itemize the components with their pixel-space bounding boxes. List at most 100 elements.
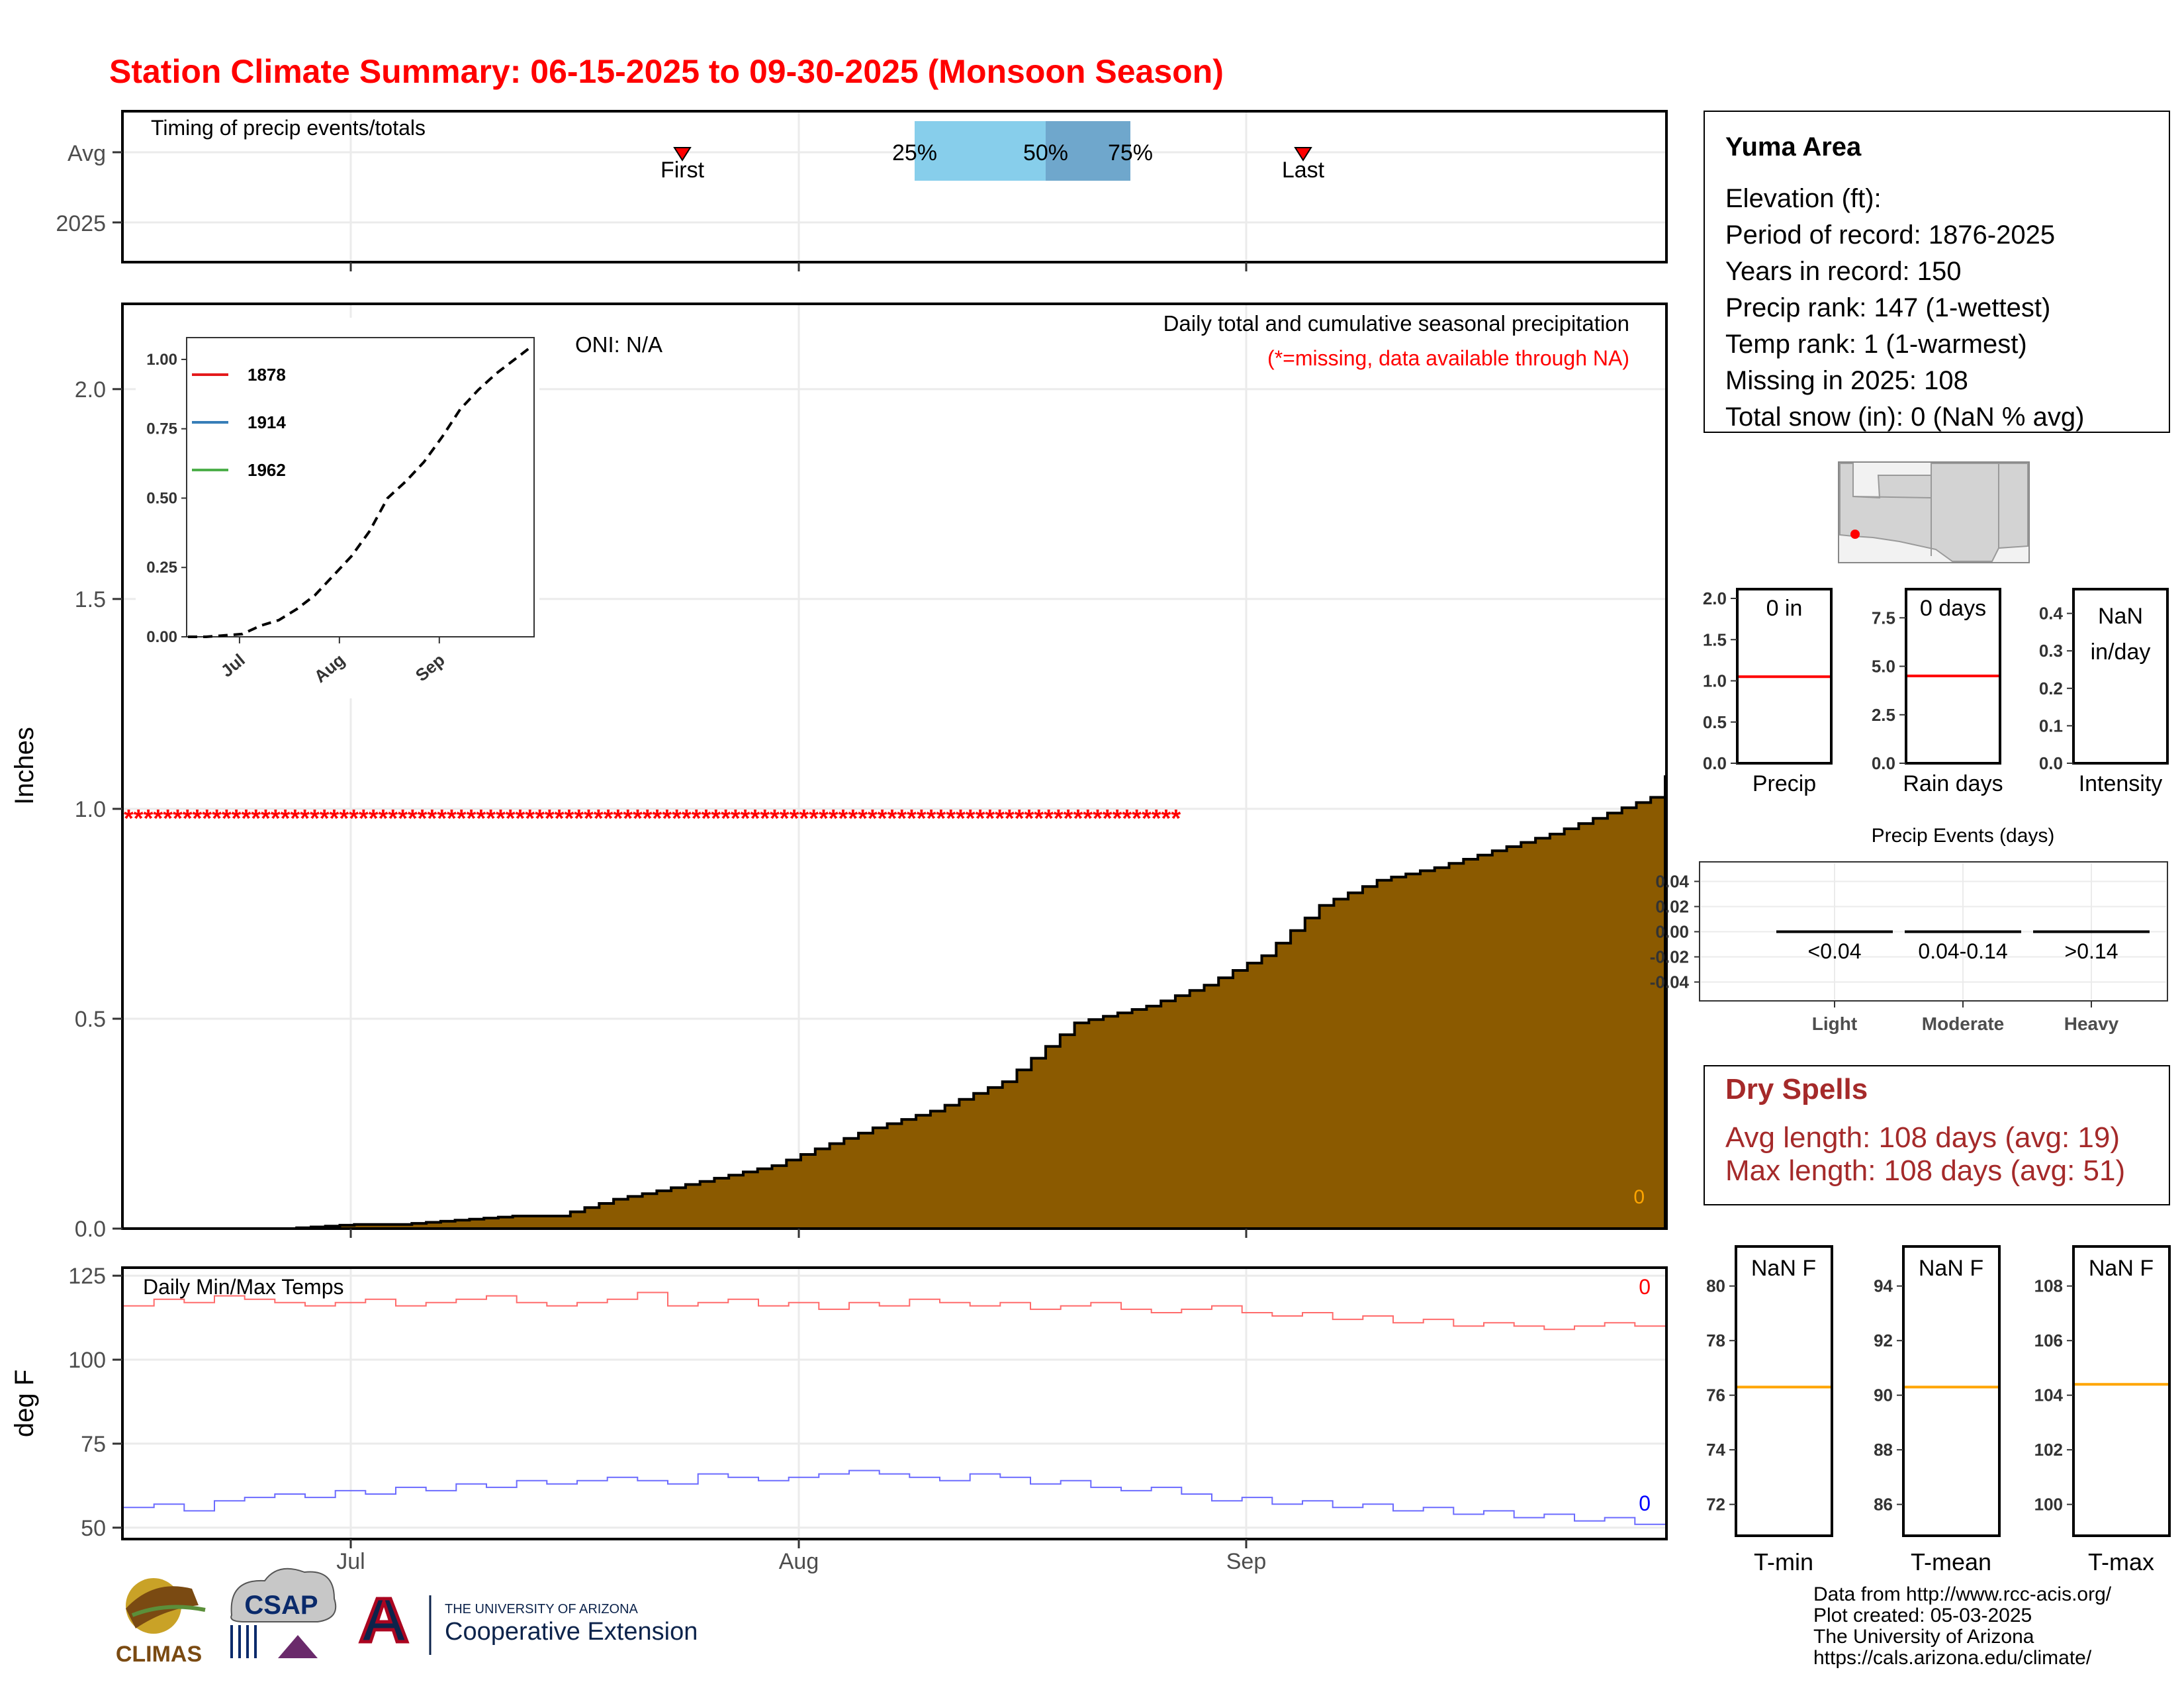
tmin-bar-y-axis: 80 78 76 74 72 [1706, 1276, 1736, 1515]
dry-spells-title: Dry Spells [1725, 1073, 1868, 1105]
analog-inset-chart: 0.000.250.500.751.00 Jul Aug Sep 187819141… [136, 318, 539, 698]
station-location: Yuma Area [1725, 132, 1862, 162]
csap-logo: CSAP [230, 1568, 337, 1658]
legend-label-1914: 1914 [248, 412, 286, 432]
temp-ytick-label: 125 [68, 1264, 106, 1289]
intensity-bar-tick-label: 0.1 [2039, 716, 2063, 735]
precip-ytick-label: 2.0 [75, 377, 106, 402]
tmin-bar-value: NaN F [1751, 1256, 1816, 1281]
info-precip-rank: Precip rank: 147 (1-wettest) [1725, 293, 2050, 322]
temp-bar-tick-label: 102 [2034, 1440, 2063, 1460]
dry-spells-avg: Avg length: 108 days (avg: 19) [1725, 1121, 2120, 1154]
intensity-bar-tick-label: 0.3 [2039, 641, 2063, 661]
rain-days-bar-tick-label: 2.5 [1872, 705, 1895, 725]
mini-bar-precip: 2.0 1.5 1.0 0.5 0.0 0 in Precip [1703, 588, 1833, 796]
precip-events-title: Precip Events (days) [1872, 825, 2055, 847]
precip-subtitle: Daily total and cumulative seasonal prec… [1163, 311, 1629, 336]
precip-events-bars: <0.04 Light 0.04-0.14 Moderate >0.14 Heavy [1776, 930, 2150, 1034]
temp-bar-tick-label: 106 [2034, 1331, 2063, 1350]
temp-ylabel: deg F [10, 1370, 39, 1437]
tmean-bar-y-axis: 94 92 90 88 86 [1874, 1276, 1903, 1515]
oni-text: ONI: N/A [575, 332, 662, 357]
intensity-bar-tick-label: 0.0 [2039, 753, 2063, 773]
temp-ytick-label: 50 [81, 1516, 106, 1541]
temp-bar-tick-label: 94 [1874, 1276, 1893, 1296]
station-info-box: Yuma Area Elevation (ft): Period of reco… [1704, 111, 2170, 433]
precip-events-ytick-label: 0.02 [1655, 897, 1689, 917]
intensity-bar-unit: in/day [2091, 639, 2151, 665]
inset-average-line [188, 344, 534, 638]
tmin-bar-label: T-min [1754, 1548, 1813, 1575]
climas-logo-text: CLIMAS [116, 1642, 202, 1667]
tmax-bar-label: T-max [2088, 1548, 2154, 1575]
tmax-line [124, 1291, 1665, 1331]
row-label-2025: 2025 [56, 211, 106, 236]
tmax-bar-value: NaN F [2089, 1256, 2154, 1281]
climas-logo: CLIMAS [116, 1578, 206, 1667]
temp-bar-tick-label: 86 [1874, 1495, 1893, 1515]
footer-credits: Data from http://www.rcc-acis.org/ Plot … [1813, 1583, 2112, 1669]
iqr-lower-box [915, 121, 1046, 181]
inset-ytick-label: 0.25 [146, 559, 177, 577]
temp-bar-tick-label: 100 [2034, 1495, 2063, 1515]
rain-days-bar-tick-label: 0.0 [1872, 753, 1895, 773]
location-map [1838, 461, 2030, 563]
temp-ytick-label: 100 [68, 1348, 106, 1373]
precip-bar-label: Precip [1752, 771, 1816, 796]
precip-ytick-label: 1.0 [75, 797, 106, 822]
iqr-upper-box [1046, 121, 1130, 181]
x-tick-jul: Jul [336, 1549, 365, 1574]
station-location-dot [1850, 530, 1860, 539]
last-marker [1294, 147, 1312, 162]
legend-label-1878: 1878 [248, 365, 286, 385]
precip-events-range-moderate: 0.04-0.14 [1918, 939, 2007, 963]
temp-bar-tmax: 108 106 104 102 100 NaN F T-max [2034, 1245, 2171, 1575]
temp-bar-tick-label: 88 [1874, 1440, 1893, 1460]
info-snow: Total snow (in): 0 (NaN % avg) [1725, 402, 2084, 432]
precip-events-ytick-label: 0.00 [1655, 922, 1689, 942]
footer-line-3: The University of Arizona [1813, 1626, 2034, 1648]
timing-panel: 25% 50% 75% First Last Timing of precip … [56, 110, 1668, 271]
precip-bar-tick-label: 0.0 [1703, 753, 1727, 773]
info-elevation: Elevation (ft): [1725, 184, 1882, 213]
inset-ytick-label: 0.75 [146, 420, 177, 438]
first-marker [673, 147, 692, 162]
precip-ytick-label: 0.5 [75, 1007, 106, 1032]
temp-bar-tick-label: 108 [2034, 1276, 2063, 1296]
rain-days-bar-tick-label: 7.5 [1872, 608, 1895, 628]
precip-ylabel: Inches [10, 727, 39, 805]
precip-events-ytick-label: 0.04 [1655, 872, 1689, 892]
q25-label: 25% [892, 140, 937, 165]
footer-line-2: Plot created: 05-03-2025 [1813, 1605, 2032, 1626]
mini-bar-intensity: 0.4 0.3 0.2 0.1 0.0 NaN in/day Intensity [2039, 588, 2169, 796]
info-years: Years in record: 150 [1725, 257, 1962, 286]
csap-logo-text: CSAP [244, 1591, 318, 1620]
missing-data-markers: ****************************************… [124, 805, 1181, 833]
precip-count-label: 0 [1633, 1186, 1645, 1208]
temp-bar-tick-label: 74 [1706, 1440, 1725, 1460]
precip-events-category-light: Light [1812, 1013, 1857, 1034]
precip-bar-tick-label: 2.0 [1703, 588, 1727, 608]
intensity-bar-tick-label: 0.4 [2039, 604, 2064, 624]
inset-ytick-label: 0.00 [146, 628, 177, 646]
precip-bar-tick-label: 0.5 [1703, 712, 1727, 732]
temp-bar-tmin: 80 78 76 74 72 NaN F T-min [1706, 1245, 1833, 1575]
ua-logo-bottom-text: Cooperative Extension [445, 1618, 698, 1646]
temp-panel-label: Daily Min/Max Temps [143, 1275, 343, 1299]
intensity-bar-label: Intensity [2079, 771, 2163, 796]
precip-events-chart: Precip Events (days) 0.04 0.02 0.00 -0.02 -0… [1650, 825, 2168, 1034]
precip-bar-y-axis: 2.0 1.5 1.0 0.5 0.0 [1703, 588, 1737, 773]
inset-ytick-label: 0.50 [146, 489, 177, 507]
temp-bar-tick-label: 104 [2034, 1385, 2064, 1405]
legend-label-1962: 1962 [248, 460, 286, 480]
timing-panel-label: Timing of precip events/totals [151, 116, 426, 140]
x-tick-sep: Sep [1226, 1549, 1267, 1574]
tmean-bar-value: NaN F [1919, 1256, 1983, 1281]
rain-days-bar-tick-label: 5.0 [1872, 657, 1895, 677]
ua-extension-logo: THE UNIVERSITY OF ARIZONA Cooperative Ex… [358, 1595, 698, 1655]
precip-ytick-label: 0.0 [75, 1217, 106, 1242]
precip-bar-tick-label: 1.0 [1703, 671, 1727, 691]
precip-events-category-moderate: Moderate [1922, 1013, 2004, 1034]
last-label: Last [1282, 158, 1325, 183]
